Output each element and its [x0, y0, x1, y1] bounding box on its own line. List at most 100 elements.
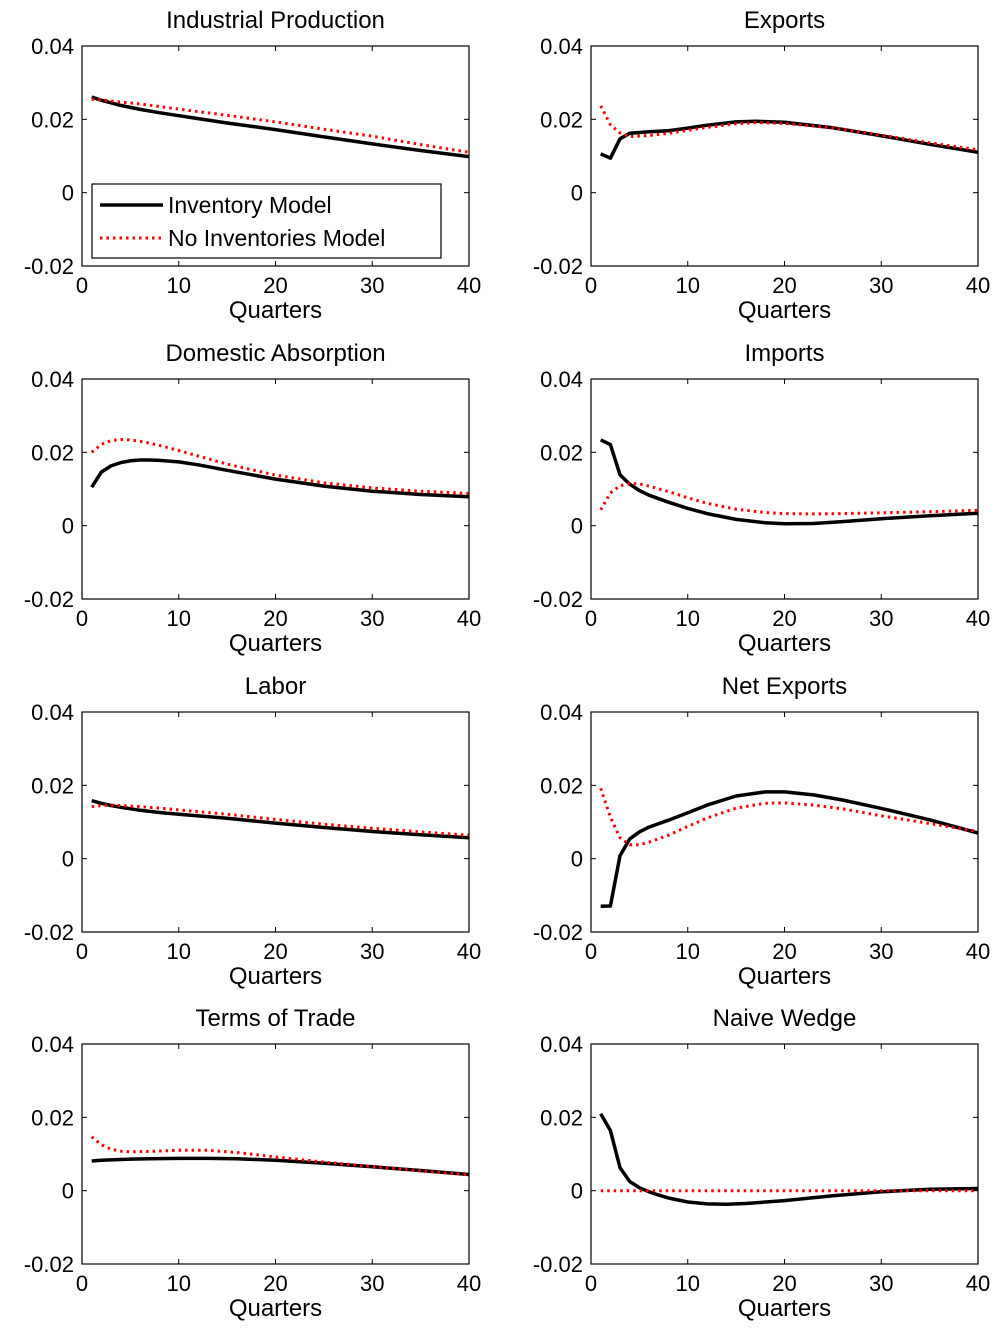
- x-axis-label: Quarters: [738, 963, 831, 990]
- x-axis-label: Quarters: [229, 297, 322, 324]
- x-tick-label: 40: [457, 273, 481, 298]
- plot-frame: [590, 1043, 979, 1265]
- x-tick-label: 10: [167, 273, 191, 298]
- x-tick-label: 20: [263, 606, 287, 631]
- x-tick-label: 20: [263, 273, 287, 298]
- y-tick-label: 0.02: [540, 107, 583, 132]
- y-tick-label: 0.02: [31, 440, 74, 465]
- y-tick-label: 0: [62, 847, 74, 872]
- x-tick-label: 10: [167, 606, 191, 631]
- x-tick-label: 20: [772, 273, 796, 298]
- x-tick-label: 0: [76, 1271, 88, 1296]
- x-axis-label: Quarters: [229, 1295, 322, 1322]
- y-tick-label: 0.04: [31, 700, 74, 725]
- x-tick-label: 10: [676, 939, 700, 964]
- y-tick-label: 0.02: [31, 107, 74, 132]
- x-tick-label: 20: [772, 606, 796, 631]
- x-tick-label: 30: [360, 1271, 384, 1296]
- x-tick-label: 40: [966, 273, 990, 298]
- x-tick-label: 20: [772, 1271, 796, 1296]
- y-tick-label: -0.02: [24, 1252, 74, 1277]
- x-tick-label: 0: [585, 1271, 597, 1296]
- x-tick-label: 30: [869, 273, 893, 298]
- series-line-no-inventories-model: [91, 97, 469, 154]
- x-tick-label: 30: [869, 939, 893, 964]
- panel-title: Imports: [744, 340, 824, 367]
- y-tick-label: 0.02: [540, 1105, 583, 1130]
- x-axis-label: Quarters: [229, 630, 322, 657]
- y-tick-label: 0: [62, 181, 74, 206]
- panel-title: Domestic Absorption: [165, 340, 385, 367]
- plot-frame: [81, 378, 470, 600]
- y-tick-label: 0: [62, 514, 74, 539]
- legend: Inventory Model No Inventories Model: [91, 183, 442, 259]
- series-line-inventory-model: [91, 1156, 469, 1177]
- series-line-inventory-model: [90, 458, 469, 499]
- x-tick-label: 0: [585, 606, 597, 631]
- x-axis-label: Quarters: [738, 630, 831, 657]
- series-line-no-inventories-model: [90, 437, 469, 495]
- y-tick-label: 0.04: [31, 1032, 74, 1057]
- series-line-no-inventories-model: [91, 803, 469, 837]
- x-tick-label: 20: [263, 939, 287, 964]
- x-tick-label: 30: [869, 1271, 893, 1296]
- series-line-inventory-model: [599, 119, 978, 160]
- x-tick-label: 10: [676, 1271, 700, 1296]
- x-tick-label: 10: [676, 606, 700, 631]
- y-tick-label: 0.04: [31, 367, 74, 392]
- y-tick-label: -0.02: [533, 587, 583, 612]
- legend-label: No Inventories Model: [168, 225, 385, 251]
- panel-title: Exports: [744, 7, 825, 34]
- panel-title: Labor: [245, 673, 306, 700]
- x-axis-label: Quarters: [229, 963, 322, 990]
- y-tick-label: 0.02: [540, 440, 583, 465]
- series-line-inventory-model: [599, 438, 978, 526]
- x-tick-label: 30: [869, 606, 893, 631]
- y-tick-label: 0.02: [31, 773, 74, 798]
- panel-title: Naive Wedge: [713, 1005, 857, 1032]
- legend-box: [91, 183, 442, 259]
- x-tick-label: 10: [676, 273, 700, 298]
- plot-frame: [590, 378, 979, 600]
- series-line-inventory-model: [599, 1112, 978, 1206]
- y-tick-label: 0: [571, 1179, 583, 1204]
- y-tick-label: -0.02: [24, 587, 74, 612]
- series-line-inventory-model: [91, 799, 469, 840]
- x-tick-label: 0: [585, 273, 597, 298]
- plot-frame: [81, 1043, 470, 1265]
- y-tick-label: -0.02: [533, 920, 583, 945]
- series-line-no-inventories-model: [599, 105, 978, 152]
- x-tick-label: 10: [167, 1271, 191, 1296]
- series-line-no-inventories-model: [90, 1135, 469, 1177]
- y-tick-label: 0.04: [31, 34, 74, 59]
- x-tick-label: 0: [76, 606, 88, 631]
- legend-label: Inventory Model: [168, 192, 332, 218]
- x-tick-label: 40: [457, 939, 481, 964]
- x-tick-label: 30: [360, 939, 384, 964]
- y-tick-label: 0.02: [31, 1105, 74, 1130]
- x-tick-label: 20: [772, 939, 796, 964]
- x-tick-label: 0: [585, 939, 597, 964]
- y-tick-label: 0: [571, 847, 583, 872]
- y-tick-label: 0.04: [540, 367, 583, 392]
- x-tick-label: 30: [360, 606, 384, 631]
- y-tick-label: 0.02: [540, 773, 583, 798]
- y-tick-label: 0.04: [540, 34, 583, 59]
- x-tick-label: 30: [360, 273, 384, 298]
- y-tick-label: 0.04: [540, 700, 583, 725]
- x-tick-label: 10: [167, 939, 191, 964]
- x-axis-label: Quarters: [738, 297, 831, 324]
- x-tick-label: 40: [966, 606, 990, 631]
- panel-title: Net Exports: [722, 673, 847, 700]
- panel-title: Terms of Trade: [195, 1005, 355, 1032]
- x-tick-label: 40: [457, 606, 481, 631]
- y-tick-label: -0.02: [533, 1252, 583, 1277]
- plot-frame: [590, 45, 979, 267]
